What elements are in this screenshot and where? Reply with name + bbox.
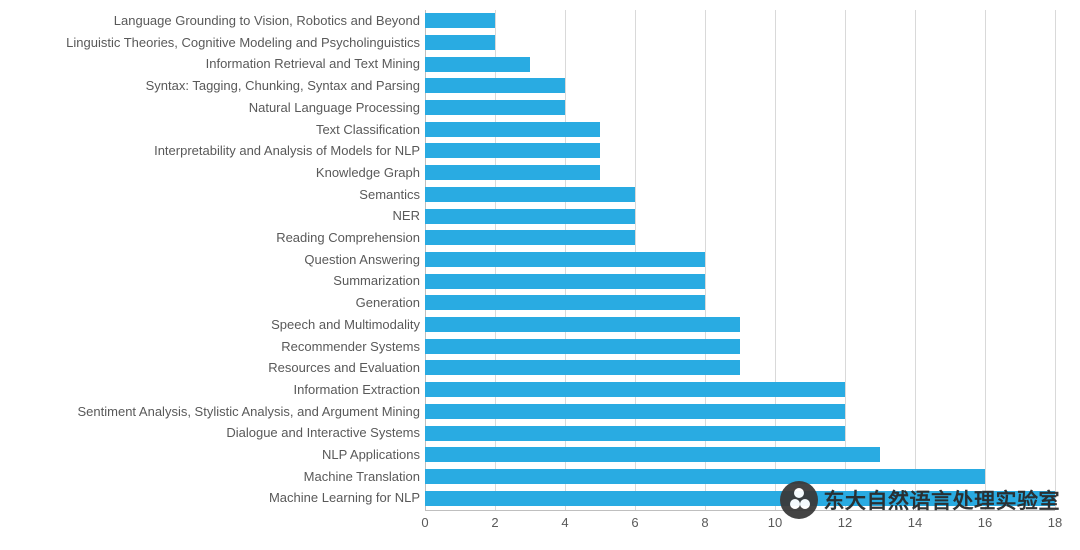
bar [425, 57, 530, 72]
bar-row: Recommender Systems [0, 336, 1080, 358]
category-label: Text Classification [0, 119, 420, 141]
bar [425, 209, 635, 224]
category-label: Generation [0, 292, 420, 314]
bar-row: Language Grounding to Vision, Robotics a… [0, 10, 1080, 32]
bar-row: Speech and Multimodality [0, 314, 1080, 336]
category-label: Resources and Evaluation [0, 357, 420, 379]
bar-row: Interpretability and Analysis of Models … [0, 140, 1080, 162]
bar-row: Generation [0, 292, 1080, 314]
bar [425, 187, 635, 202]
bar [425, 165, 600, 180]
bar [425, 100, 565, 115]
bar [425, 317, 740, 332]
bar-row: Reading Comprehension [0, 227, 1080, 249]
bar-row: Question Answering [0, 249, 1080, 271]
bar [425, 274, 705, 289]
bar [425, 122, 600, 137]
category-label: Linguistic Theories, Cognitive Modeling … [0, 32, 420, 54]
bar-row: Information Retrieval and Text Mining [0, 53, 1080, 75]
bar-row: Dialogue and Interactive Systems [0, 422, 1080, 444]
xtick-label: 2 [491, 515, 498, 530]
category-label: Machine Learning for NLP [0, 487, 420, 509]
bar [425, 78, 565, 93]
category-label: Question Answering [0, 249, 420, 271]
xtick-label: 0 [421, 515, 428, 530]
bar-row: Natural Language Processing [0, 97, 1080, 119]
watermark: 东大自然语言处理实验室 [780, 481, 1061, 519]
category-label: NLP Applications [0, 444, 420, 466]
bar [425, 13, 495, 28]
bar-row: Summarization [0, 270, 1080, 292]
category-label: Recommender Systems [0, 336, 420, 358]
xtick-label: 6 [631, 515, 638, 530]
bar [425, 426, 845, 441]
bar-row: Semantics [0, 184, 1080, 206]
category-label: Reading Comprehension [0, 227, 420, 249]
bar [425, 360, 740, 375]
category-label: NER [0, 205, 420, 227]
bar-row: Syntax: Tagging, Chunking, Syntax and Pa… [0, 75, 1080, 97]
bar-row: Text Classification [0, 119, 1080, 141]
bar [425, 339, 740, 354]
category-label: Dialogue and Interactive Systems [0, 422, 420, 444]
category-label: Knowledge Graph [0, 162, 420, 184]
category-label: Syntax: Tagging, Chunking, Syntax and Pa… [0, 75, 420, 97]
category-label: Information Extraction [0, 379, 420, 401]
category-label: Sentiment Analysis, Stylistic Analysis, … [0, 401, 420, 423]
bar-row: Knowledge Graph [0, 162, 1080, 184]
category-label: Speech and Multimodality [0, 314, 420, 336]
category-label: Interpretability and Analysis of Models … [0, 140, 420, 162]
watermark-text: 东大自然语言处理实验室 [824, 485, 1061, 515]
bar [425, 35, 495, 50]
bar [425, 295, 705, 310]
bar [425, 252, 705, 267]
bar [425, 382, 845, 397]
bar [425, 404, 845, 419]
category-label: Machine Translation [0, 466, 420, 488]
bar-row: Linguistic Theories, Cognitive Modeling … [0, 32, 1080, 54]
wechat-icon [780, 481, 818, 519]
category-label: Information Retrieval and Text Mining [0, 53, 420, 75]
bar-row: NER [0, 205, 1080, 227]
xtick-label: 4 [561, 515, 568, 530]
category-label: Language Grounding to Vision, Robotics a… [0, 10, 420, 32]
bar-row: NLP Applications [0, 444, 1080, 466]
bar [425, 230, 635, 245]
category-label: Summarization [0, 270, 420, 292]
bar [425, 447, 880, 462]
category-label: Natural Language Processing [0, 97, 420, 119]
category-label: Semantics [0, 184, 420, 206]
bar-chart: Language Grounding to Vision, Robotics a… [0, 10, 1080, 550]
xtick-label: 8 [701, 515, 708, 530]
bar [425, 143, 600, 158]
bar-row: Sentiment Analysis, Stylistic Analysis, … [0, 401, 1080, 423]
bar-row: Information Extraction [0, 379, 1080, 401]
bar-row: Resources and Evaluation [0, 357, 1080, 379]
